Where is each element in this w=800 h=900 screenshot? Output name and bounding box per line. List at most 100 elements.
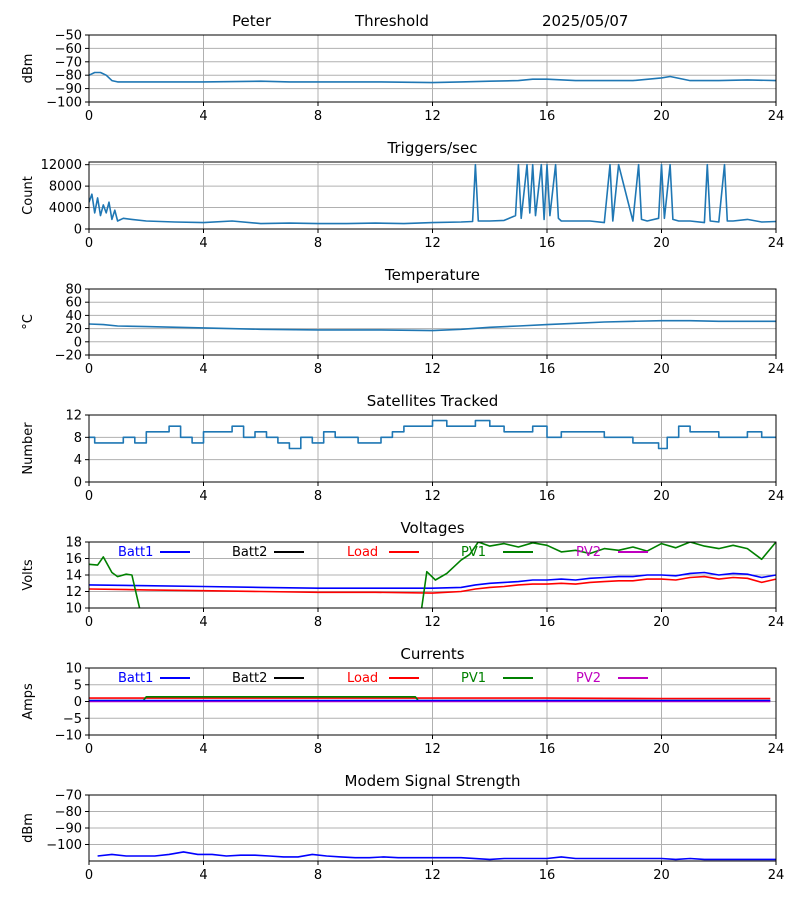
- voltages-ytick-label: 14: [65, 569, 82, 584]
- report-date: 2025/05/07: [542, 12, 629, 30]
- modem-xtick-label: 0: [85, 868, 93, 883]
- currents-legend-pv1: PV1: [461, 671, 486, 686]
- triggers-title: Triggers/sec: [387, 139, 478, 157]
- modem-ytick-label: −80: [55, 805, 82, 820]
- voltages-xtick-label: 24: [768, 615, 785, 630]
- threshold-ytick-label: −90: [55, 82, 82, 97]
- temperature-ytick-label: 80: [65, 283, 82, 298]
- satellites-ytick-label: 4: [74, 453, 82, 468]
- satellites-frame: [88, 414, 777, 483]
- voltages-ytick-label: 10: [65, 602, 82, 617]
- triggers-xtick-label: 24: [768, 236, 785, 251]
- threshold-series-line: [89, 71, 776, 84]
- modem-ytick-label: −70: [55, 789, 82, 804]
- currents-title: Currents: [400, 645, 464, 663]
- voltages-xtick-label: 0: [85, 615, 93, 630]
- currents-xtick-label: 4: [199, 742, 207, 757]
- voltages-ytick-label: 18: [65, 536, 82, 551]
- threshold-frame: [88, 34, 777, 103]
- threshold-ytick-label: −50: [55, 29, 82, 44]
- temperature-ytick-label: 20: [65, 322, 82, 337]
- satellites-xtick-label: 24: [768, 489, 785, 504]
- satellites-title: Satellites Tracked: [367, 392, 498, 410]
- threshold-ytick-label: −100: [46, 96, 82, 111]
- triggers-xtick-label: 12: [424, 236, 441, 251]
- triggers-ylabel: Count: [21, 176, 36, 215]
- voltages-legend-load: Load: [347, 545, 378, 560]
- triggers-xtick-label: 0: [85, 236, 93, 251]
- triggers-series-line: [89, 163, 776, 225]
- voltages-series-line-batt1: [89, 571, 776, 590]
- triggers-ytick-label: 0: [74, 223, 82, 238]
- voltages-series-line-load: [89, 575, 776, 594]
- temperature-xtick-label: 0: [85, 362, 93, 377]
- temperature-ylabel: °C: [21, 314, 36, 330]
- triggers-ytick-label: 12000: [41, 158, 82, 173]
- voltages-xtick-label: 16: [539, 615, 556, 630]
- currents-ytick-label: 0: [74, 695, 82, 710]
- temperature-xtick-label: 4: [199, 362, 207, 377]
- station-name: Peter: [232, 12, 272, 30]
- modem-xtick-label: 4: [199, 868, 207, 883]
- temperature-xtick-label: 8: [314, 362, 322, 377]
- modem-series-line: [97, 851, 776, 861]
- currents-legend-pv2: PV2: [576, 671, 601, 686]
- temperature-xtick-label: 12: [424, 362, 441, 377]
- currents-ytick-label: −10: [55, 729, 82, 744]
- satellites-ytick-label: 8: [74, 431, 82, 446]
- modem-ytick-label: −90: [55, 822, 82, 837]
- threshold-xtick-label: 8: [314, 109, 322, 124]
- voltages-legend-batt2: Batt2: [232, 545, 267, 560]
- triggers-xtick-label: 8: [314, 236, 322, 251]
- temperature-xtick-label: 16: [539, 362, 556, 377]
- threshold-xtick-label: 12: [424, 109, 441, 124]
- threshold-ytick-label: −60: [55, 42, 82, 57]
- threshold-xtick-label: 24: [768, 109, 785, 124]
- currents-xtick-label: 0: [85, 742, 93, 757]
- temperature-xtick-label: 24: [768, 362, 785, 377]
- threshold-xtick-label: 16: [539, 109, 556, 124]
- modem-xtick-label: 16: [539, 868, 556, 883]
- satellites-xtick-label: 12: [424, 489, 441, 504]
- currents-legend-load: Load: [347, 671, 378, 686]
- currents-xtick-label: 20: [653, 742, 670, 757]
- satellites-series-line: [89, 419, 776, 450]
- currents-ytick-label: 10: [65, 662, 82, 677]
- temperature-frame: [88, 288, 777, 356]
- threshold-ytick-label: −70: [55, 55, 82, 70]
- currents-ylabel: Amps: [21, 683, 36, 720]
- triggers-xtick-label: 16: [539, 236, 556, 251]
- currents-xtick-label: 12: [424, 742, 441, 757]
- voltages-xtick-label: 20: [653, 615, 670, 630]
- currents-xtick-label: 16: [539, 742, 556, 757]
- currents-frame: [88, 667, 777, 736]
- triggers-frame: [88, 161, 777, 230]
- voltages-legend-batt1: Batt1: [118, 545, 153, 560]
- panel-label: Threshold: [355, 12, 429, 30]
- currents-ytick-label: 5: [74, 678, 82, 693]
- voltages-ylabel: Volts: [21, 559, 36, 591]
- voltages-xtick-label: 8: [314, 615, 322, 630]
- voltages-title: Voltages: [400, 519, 464, 537]
- currents-xtick-label: 24: [768, 742, 785, 757]
- voltages-frame: [88, 541, 777, 609]
- voltages-xtick-label: 4: [199, 615, 207, 630]
- voltages-series-line-pv1: [89, 542, 776, 608]
- temperature-ytick-label: 40: [65, 309, 82, 324]
- voltages-ytick-label: 12: [65, 585, 82, 600]
- temperature-xtick-label: 20: [653, 362, 670, 377]
- triggers-xtick-label: 20: [653, 236, 670, 251]
- triggers-ytick-label: 8000: [49, 180, 82, 195]
- modem-ytick-label: −100: [46, 838, 82, 853]
- voltages-ytick-label: 16: [65, 552, 82, 567]
- modem-title: Modem Signal Strength: [345, 772, 521, 790]
- modem-xtick-label: 8: [314, 868, 322, 883]
- threshold-ytick-label: −80: [55, 69, 82, 84]
- threshold-xtick-label: 0: [85, 109, 93, 124]
- satellites-ytick-label: 0: [74, 476, 82, 491]
- modem-frame: [88, 794, 777, 862]
- voltages-xtick-label: 12: [424, 615, 441, 630]
- modem-xtick-label: 24: [768, 868, 785, 883]
- satellites-ylabel: Number: [21, 422, 36, 475]
